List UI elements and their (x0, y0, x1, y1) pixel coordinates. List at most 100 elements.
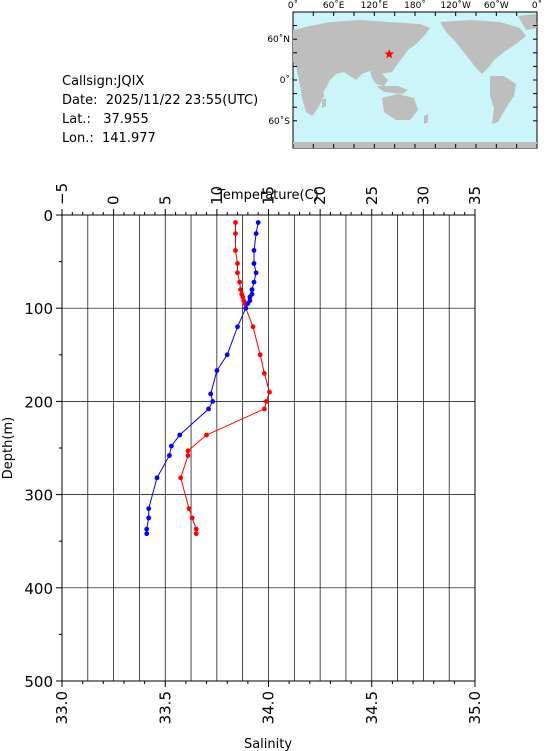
temperature-point (193, 526, 199, 532)
temperature-point (186, 506, 192, 511)
profile-series (144, 220, 272, 537)
chart-grid (62, 215, 475, 681)
temperature-point (178, 475, 184, 481)
temperature-point (185, 448, 191, 454)
temperature-tick-label: −5 (53, 183, 71, 205)
temperature-series (178, 220, 272, 537)
lon-value: 141.977 (102, 131, 156, 146)
temperature-point (233, 220, 238, 225)
depth-tick-label: 500 (24, 673, 53, 691)
callsign-value: JQIX (117, 74, 145, 89)
salinity-point (245, 301, 251, 306)
date-row: Date: 2025/11/22 23:55(UTC) (62, 91, 258, 110)
salinity-point (208, 391, 214, 397)
temperature-point (257, 352, 263, 358)
salinity-point (251, 279, 257, 285)
depth-tick-label: 200 (24, 393, 53, 411)
salinity-point (224, 352, 230, 358)
new-zealand (424, 114, 428, 124)
depth-tick-label: 100 (24, 300, 53, 318)
india (344, 60, 354, 76)
depth-tick-label: 300 (24, 487, 53, 505)
salinity-series (144, 220, 261, 537)
temperature-point (235, 261, 240, 266)
salinity-point (146, 515, 152, 521)
map-lat-tick-label: 0˚ (280, 75, 290, 86)
map-lon-tick-label: 120˚E (361, 0, 389, 11)
callsign-row: Callsign:JQIX (62, 72, 258, 91)
lat-row: Lat.: 37.955 (62, 110, 258, 129)
eurasia-africa-landmass (293, 20, 430, 108)
salinity-point (210, 399, 216, 404)
temperature-point (240, 294, 246, 300)
profile-chart: −5 0 5 10 15 20 25 30 35 33.0 33.5 34.0 34.5 35.0 01… (1, 183, 484, 751)
salinity-point (169, 443, 174, 449)
madagascar (322, 98, 326, 108)
africa-south (300, 78, 324, 116)
salinity-point (154, 475, 160, 481)
lat-label: Lat.: (62, 112, 91, 127)
salinity-axis-label: Salinity (244, 737, 292, 751)
salinity-tick-labels: 33.0 33.5 34.0 34.5 35.0 (53, 691, 484, 724)
map-lon-tick-label: 60˚E (323, 0, 345, 11)
salinity-tick-label: 34.5 (363, 691, 381, 724)
salinity-tick-label: 33.5 (156, 691, 174, 724)
temperature-point (185, 453, 191, 458)
temperature-point (264, 399, 269, 404)
lon-label: Lon.: (62, 131, 94, 146)
depth-axis-label: Depth(m) (1, 417, 16, 479)
salinity-point (247, 294, 253, 300)
lat-value: 37.955 (103, 112, 149, 127)
map-lat-tick-label: 60˚N (267, 34, 290, 45)
temperature-point (267, 389, 272, 395)
station-marker (384, 49, 394, 59)
temperature-point (238, 287, 244, 292)
station-info: Callsign:JQIX Date: 2025/11/22 23:55(UTC… (62, 72, 258, 148)
indonesia (376, 86, 408, 94)
depth-tick-labels: 0 100 200 300 400 500 (24, 207, 53, 691)
temperature-point (193, 531, 199, 537)
map-lon-tick-label: 180˚ (404, 0, 426, 11)
map-lon-tick-label: 120˚W (440, 0, 471, 11)
depth-tick-label: 0 (43, 207, 53, 225)
temperature-point (262, 406, 267, 412)
salinity-tick-label: 35.0 (466, 691, 484, 724)
salinity-point (177, 432, 183, 438)
temperature-point (204, 432, 209, 438)
salinity-point (255, 220, 261, 225)
lon-row: Lon.: 141.977 (62, 129, 258, 148)
temperature-point (237, 279, 243, 285)
salinity-point (253, 231, 259, 237)
date-value: 2025/11/22 23:55(UTC) (105, 93, 259, 108)
map-lon-labels: 0˚ 60˚E 120˚E 180˚ 120˚W 60˚W 0˚ (288, 0, 542, 11)
callsign-label: Callsign: (62, 74, 118, 89)
temperature-point (233, 248, 238, 253)
axis-ticks (56, 209, 476, 687)
map-lat-tick-label: 60˚S (268, 116, 290, 127)
date-label: Date: (62, 93, 98, 108)
map-tick-marks (292, 12, 538, 148)
temperature-tick-label: 10 (208, 186, 226, 205)
salinity-point (251, 248, 257, 253)
map-lon-tick-label: 0˚ (532, 0, 542, 11)
temperature-point (233, 231, 238, 237)
salinity-point (144, 526, 150, 532)
salinity-tick-label: 33.0 (53, 691, 71, 724)
greenland (518, 14, 537, 30)
map-lon-tick-label: 0˚ (288, 0, 298, 11)
north-america (440, 20, 526, 74)
salinity-point (235, 324, 240, 330)
depth-tick-label: 400 (24, 580, 53, 598)
temperature-tick-labels: −5 0 5 10 15 20 25 30 35 (53, 183, 484, 205)
salinity-point (253, 270, 259, 276)
temperature-tick-label: 25 (363, 186, 381, 205)
temperature-point (189, 515, 195, 521)
salinity-point (251, 261, 257, 266)
temperature-tick-label: 5 (156, 195, 174, 205)
salinity-tick-label: 34.0 (260, 691, 278, 724)
temperature-point (235, 270, 240, 276)
south-america (490, 76, 516, 124)
salinity-point (249, 287, 255, 292)
southeast-asia (370, 70, 388, 86)
